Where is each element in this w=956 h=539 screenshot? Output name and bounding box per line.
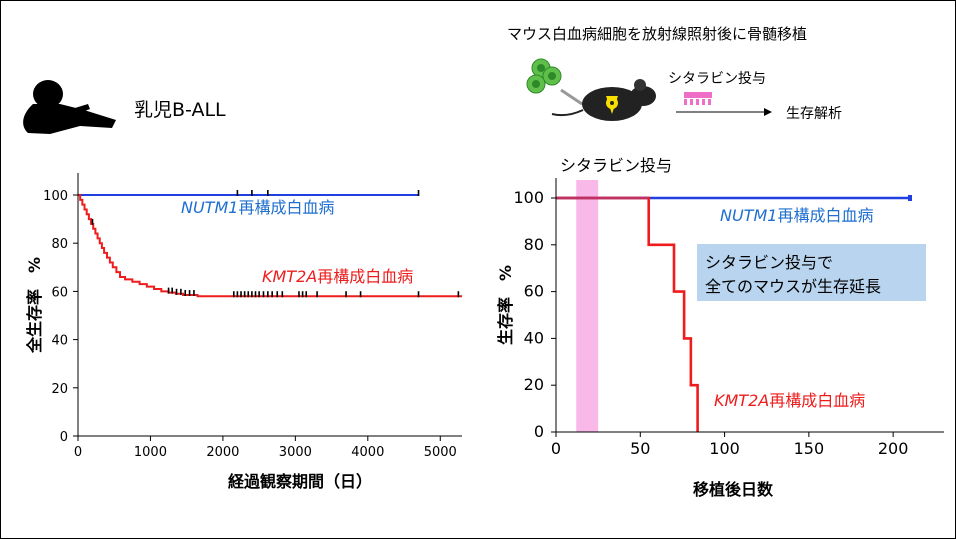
- y-tick-label: 60: [524, 282, 544, 301]
- right-label-kmt2a: KMT2A再構成白血病: [714, 391, 865, 410]
- x-tick-label: 0: [74, 445, 82, 460]
- x-tick-label: 0: [551, 439, 561, 458]
- y-tick-label: 20: [51, 382, 68, 397]
- left-title: 乳児B-ALL: [134, 99, 226, 121]
- series-line-1: [78, 194, 462, 298]
- y-tick-label: 20: [524, 375, 544, 394]
- right-header: マウス白血病細胞を放射線照射後に骨髄移植: [507, 25, 807, 43]
- y-tick-label: 60: [51, 285, 68, 300]
- y-tick-label: 80: [524, 235, 544, 254]
- y-tick-label: 40: [51, 334, 68, 349]
- schematic-outcome-label: 生存解析: [786, 106, 842, 122]
- infant-icon: [23, 80, 116, 134]
- right-survival-chart: シタラビン投与 0 50 100 150 200 0 20 40 60 80 100 移植後日数 生…: [496, 156, 944, 499]
- left-x-label: 経過観察期間（日）: [228, 472, 372, 491]
- callout-line-2: 全てのマウスが生存延長: [705, 277, 881, 296]
- x-tick-label: 150: [794, 439, 825, 458]
- injection-dots-icon: [684, 92, 712, 105]
- series-line-1: [556, 196, 699, 432]
- x-tick-label: 1000: [134, 445, 167, 460]
- callout-box: [697, 244, 926, 301]
- right-label-nutm1: NUTM1再構成白血病: [720, 206, 873, 225]
- left-survival-chart: 0 1000 2000 3000 4000 5000 0 20 40 60 80 100 経過観察期間…: [25, 173, 462, 491]
- left-label-kmt2a: KMT2A再構成白血病: [262, 267, 413, 286]
- right-y-label: 生存率 %: [496, 265, 515, 345]
- left-y-label: 全生存率 %: [25, 257, 44, 354]
- y-tick-label: 0: [60, 430, 68, 445]
- y-tick-label: 100: [513, 188, 544, 207]
- series-endcap: [908, 195, 912, 201]
- x-tick-label: 3000: [279, 445, 312, 460]
- mouse-icon: [551, 79, 656, 121]
- x-tick-label: 200: [878, 439, 909, 458]
- y-tick-label: 40: [524, 328, 544, 347]
- right-x-label: 移植後日数: [693, 480, 774, 499]
- y-tick-label: 80: [51, 237, 68, 252]
- x-tick-label: 4000: [351, 445, 384, 460]
- schematic-drug-label: シタラビン投与: [668, 71, 766, 87]
- radiation-icon: [606, 96, 618, 114]
- schematic-arrowhead: [764, 108, 772, 116]
- y-tick-label: 0: [534, 422, 544, 441]
- x-tick-label: 50: [630, 439, 650, 458]
- cytarabine-shade-band: [576, 180, 599, 432]
- shade-label: シタラビン投与: [560, 156, 672, 175]
- x-tick-label: 5000: [424, 445, 457, 460]
- x-tick-label: 100: [709, 439, 740, 458]
- callout-line-1: シタラビン投与で: [705, 253, 833, 272]
- left-label-nutm1: NUTM1再構成白血病: [181, 198, 334, 217]
- leukemia-cells-icon: [526, 58, 562, 94]
- x-tick-label: 2000: [206, 445, 239, 460]
- y-tick-label: 100: [43, 189, 68, 204]
